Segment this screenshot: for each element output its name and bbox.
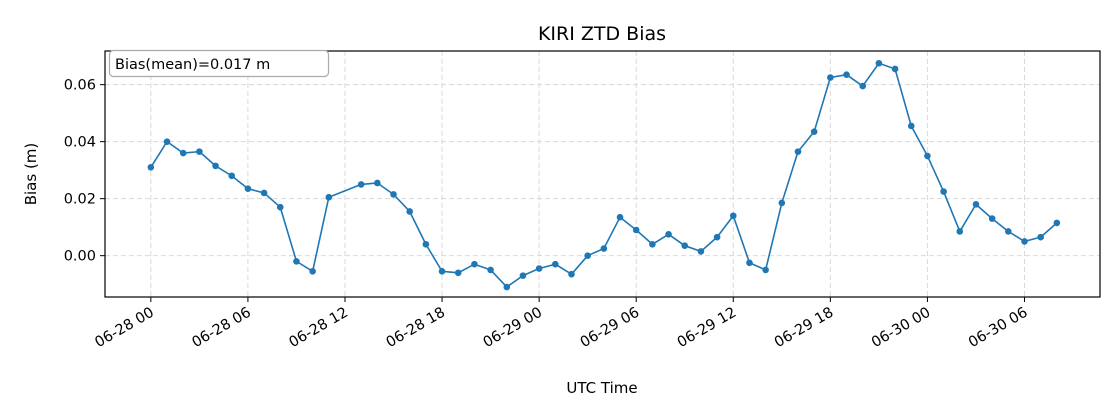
data-point xyxy=(309,268,316,275)
data-point xyxy=(293,258,300,265)
data-point xyxy=(891,65,899,73)
data-point xyxy=(325,193,333,201)
y-axis-label: Bias (m) xyxy=(22,143,40,206)
data-point xyxy=(584,252,591,259)
y-tick-label: 0.06 xyxy=(64,78,96,94)
data-point xyxy=(422,240,430,248)
data-point xyxy=(244,185,252,192)
data-point xyxy=(924,152,931,160)
data-point xyxy=(568,270,575,278)
data-point xyxy=(778,199,786,207)
grid-lines xyxy=(105,51,1100,297)
data-point xyxy=(147,164,155,171)
data-point xyxy=(503,283,511,291)
data-point xyxy=(794,148,802,155)
annotation-text: Bias(mean)=0.017 m xyxy=(115,57,270,73)
y-tick-label: 0.00 xyxy=(64,249,96,265)
data-point xyxy=(163,138,171,145)
data-point xyxy=(762,266,769,274)
data-point xyxy=(665,230,672,238)
data-point xyxy=(487,266,494,274)
data-point xyxy=(179,149,187,157)
data-point xyxy=(276,203,284,211)
mean-bias-annotation: Bias(mean)=0.017 m xyxy=(108,49,330,78)
data-point xyxy=(519,272,527,279)
y-tick-label: 0.04 xyxy=(64,135,96,151)
data-point xyxy=(988,215,996,222)
data-point xyxy=(729,212,737,220)
chart-title: KIRI ZTD Bias xyxy=(538,23,666,45)
plot-area xyxy=(147,59,1061,291)
data-point xyxy=(390,191,397,198)
data-point xyxy=(260,189,268,197)
data-point xyxy=(697,248,705,255)
data-point xyxy=(746,259,753,267)
data-point xyxy=(374,179,381,187)
data-point xyxy=(681,242,689,249)
data-point xyxy=(713,233,721,241)
data-point xyxy=(212,162,219,170)
annotation-box xyxy=(108,49,330,78)
data-point xyxy=(406,208,414,215)
data-point xyxy=(454,269,462,277)
plot-frame xyxy=(104,50,1101,298)
data-point xyxy=(1005,228,1012,235)
data-point xyxy=(535,265,543,272)
data-point xyxy=(357,181,365,188)
data-point xyxy=(1021,238,1028,245)
data-point xyxy=(907,122,915,130)
data-point xyxy=(552,260,559,268)
data-point xyxy=(471,260,478,268)
data-point xyxy=(438,268,446,275)
x-axis-label: UTC Time xyxy=(566,379,637,397)
data-point xyxy=(228,172,236,180)
data-point xyxy=(843,71,850,78)
data-point xyxy=(972,201,980,208)
data-point xyxy=(827,74,834,81)
data-point xyxy=(1053,219,1061,227)
y-tick-label: 0.02 xyxy=(64,192,96,208)
data-point xyxy=(859,82,867,90)
data-point xyxy=(956,228,964,235)
data-point xyxy=(810,128,818,135)
data-point xyxy=(940,188,947,195)
data-point xyxy=(875,59,883,67)
data-point xyxy=(1037,233,1044,241)
data-point xyxy=(649,240,656,248)
data-point xyxy=(632,226,640,234)
data-point xyxy=(196,148,203,155)
data-point xyxy=(600,245,608,252)
y-axis-ticks: 0.00 0.02 0.04 0.06 xyxy=(64,78,105,265)
data-point xyxy=(616,213,624,221)
